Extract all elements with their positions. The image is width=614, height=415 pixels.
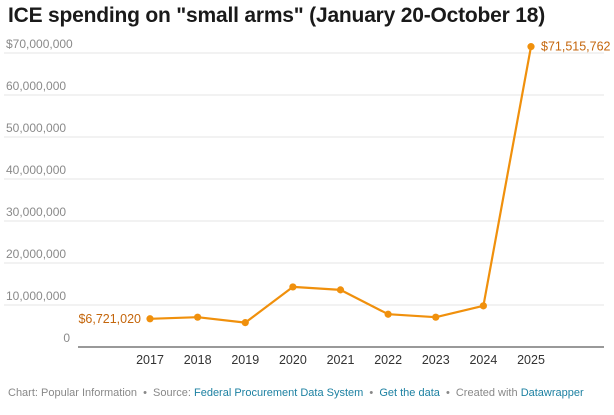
y-tick-label: 10,000,000: [6, 289, 66, 303]
data-point-2017: [146, 315, 154, 323]
footer-separator: •: [369, 387, 374, 399]
data-labels: $6,721,020 $71,515,762: [78, 40, 610, 326]
x-tick-label: 2022: [374, 353, 402, 367]
data-point-2018: [194, 313, 202, 321]
source-link[interactable]: Federal Procurement Data System: [193, 387, 364, 399]
footer-credit: Chart: Popular Information: [8, 387, 138, 399]
footer-separator: •: [143, 387, 147, 399]
series-line: [148, 45, 533, 324]
x-tick-label: 2017: [136, 353, 164, 367]
data-point-2019: [241, 319, 249, 327]
chart-footer: Chart: Popular Information • Source: Fed…: [8, 387, 584, 399]
x-tick-label: 2020: [279, 353, 307, 367]
footer-separator: •: [445, 387, 450, 399]
series-line-path: [148, 45, 533, 324]
y-tick-label: 0: [63, 331, 70, 345]
footer-source-label: Source:: [153, 387, 191, 399]
data-point-2024: [479, 302, 487, 310]
y-tick-label: 50,000,000: [6, 121, 66, 135]
x-tick-label: 2025: [517, 353, 545, 367]
footer-created-label: Created with: [455, 387, 518, 399]
x-tick-label: 2019: [231, 353, 259, 367]
data-label: $71,515,762: [541, 40, 611, 54]
y-tick-label: 20,000,000: [6, 247, 66, 261]
x-tick-label: 2021: [327, 353, 355, 367]
get-data-link[interactable]: Get the data: [379, 387, 440, 399]
data-point-2025: [527, 43, 535, 51]
data-points: [146, 43, 535, 327]
data-point-2022: [384, 310, 392, 318]
data-label: $6,721,020: [78, 312, 141, 326]
line-chart: 0 10,000,000 20,000,000 30,000,000 40,000,00…: [4, 37, 611, 367]
y-tick-label: $70,000,000: [6, 37, 73, 51]
x-tick-label: 2023: [422, 353, 450, 367]
data-point-2020: [289, 283, 297, 291]
x-tick-label: 2018: [184, 353, 212, 367]
gridlines: [4, 52, 604, 348]
y-tick-label: 40,000,000: [6, 163, 66, 177]
datawrapper-link[interactable]: Datawrapper: [520, 387, 584, 399]
chart-title: ICE spending on "small arms" (January 20…: [8, 4, 546, 27]
data-point-2021: [336, 286, 345, 294]
x-axis-ticks: 2017 2018 2019 2020 2021 2022 2023 2024 2025: [136, 353, 545, 367]
y-tick-label: 60,000,000: [6, 79, 66, 93]
y-tick-label: 30,000,000: [6, 205, 66, 219]
data-point-2023: [432, 313, 440, 321]
x-tick-label: 2024: [469, 353, 497, 367]
y-axis-ticks: 0 10,000,000 20,000,000 30,000,000 40,000,00…: [6, 37, 73, 345]
